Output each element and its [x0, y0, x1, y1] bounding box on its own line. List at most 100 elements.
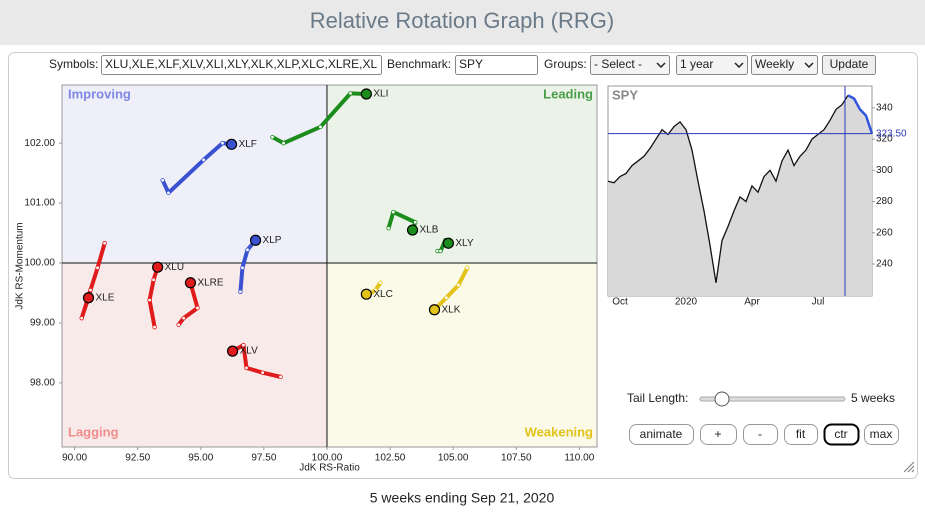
y-tick-label: 280	[876, 196, 893, 207]
current-label: 323.50	[876, 128, 907, 139]
tail-marker	[241, 342, 246, 348]
button-label: fit	[796, 427, 806, 441]
groups-select-text: - Select -	[594, 57, 642, 71]
button-box[interactable]	[864, 424, 899, 445]
y-tick-label: 101.00	[24, 198, 55, 209]
tail-marker	[348, 91, 353, 96]
symbols-label: Symbols:	[49, 57, 98, 71]
controls: Symbols: XLU,XLE,XLF,XLV,XLI,XLY,XLK,XLP,…	[49, 55, 899, 446]
button-box[interactable]	[700, 424, 737, 445]
series-label: XLB	[420, 225, 439, 236]
series-label: XLU	[165, 262, 184, 273]
price-tail	[847, 94, 874, 135]
head-marker	[152, 261, 164, 273]
head-marker	[428, 304, 441, 316]
tail-marker	[465, 265, 470, 270]
groups-select[interactable]: - Select -	[590, 55, 670, 75]
period-select[interactable]: 1 year	[676, 55, 748, 75]
head-marker	[184, 277, 197, 289]
y-tick-label: 340	[876, 102, 893, 113]
button[interactable]: +	[700, 424, 737, 445]
tail-marker	[378, 280, 383, 285]
head-marker	[226, 345, 239, 357]
x-tick-label: 100.00	[312, 453, 343, 464]
tail-marker	[245, 247, 250, 253]
button[interactable]: max	[864, 424, 899, 445]
plot-frame	[61, 84, 598, 448]
series-label: XLK	[441, 304, 460, 315]
tail	[147, 265, 160, 330]
slider-track[interactable]	[699, 396, 846, 402]
footer: 5 weeks ending Sep 21, 2020	[370, 490, 555, 506]
tail-marker	[95, 265, 100, 270]
benchmark-input-text: SPY	[459, 57, 483, 71]
tail-marker	[373, 287, 378, 293]
head-marker	[82, 292, 95, 304]
header-bar	[0, 0, 925, 45]
frequency-select-arrow	[804, 62, 814, 69]
series-label: XLC	[373, 289, 392, 300]
button[interactable]: animate	[629, 424, 694, 445]
button[interactable]: ctr	[823, 423, 860, 446]
tail-length-label: Tail Length:	[627, 391, 688, 405]
slider-knob[interactable]	[714, 391, 730, 407]
y-tick-label: 98.00	[30, 378, 55, 389]
quadrant-label: Lagging	[68, 424, 119, 439]
series-label: XLV	[240, 346, 258, 357]
tail-marker	[166, 190, 171, 196]
y-tick-label: 100.00	[24, 258, 55, 269]
symbols-input-box[interactable]	[101, 55, 382, 75]
update-box[interactable]	[822, 55, 876, 75]
y-tick-label: 260	[876, 227, 893, 238]
benchmark-input-box[interactable]	[455, 55, 538, 75]
series-label: XLRE	[197, 277, 223, 288]
frequency-select-box[interactable]	[751, 55, 818, 75]
tail-marker	[318, 124, 323, 130]
period-select-box[interactable]	[676, 55, 748, 75]
groups-select-box[interactable]	[590, 55, 670, 75]
tail-marker	[176, 322, 181, 327]
tail-marker	[270, 134, 275, 140]
frequency-select[interactable]: Weekly	[751, 55, 818, 75]
update-button[interactable]: Update	[822, 55, 876, 75]
x-tick-label: 90.00	[62, 453, 87, 464]
x-tick-label: 2020	[675, 297, 698, 308]
tail	[176, 280, 200, 327]
button[interactable]: -	[743, 424, 778, 445]
symbols-input[interactable]: XLU,XLE,XLF,XLV,XLI,XLY,XLK,XLP,XLC,XLRE…	[101, 55, 382, 75]
tail-marker	[88, 287, 93, 293]
rrg-chart: Improving Leading Lagging Weakening 90.00 92.…	[15, 84, 598, 474]
head-marker	[360, 288, 372, 300]
tail	[432, 265, 470, 312]
tail-marker	[413, 220, 418, 225]
period-select-arrow	[734, 62, 744, 69]
y-tick-label: 320	[876, 134, 893, 145]
button-box[interactable]	[784, 424, 818, 445]
update-text: Update	[830, 57, 869, 71]
series-label: XLY	[455, 238, 473, 249]
button-label: -	[758, 427, 762, 441]
tail-marker	[79, 315, 84, 321]
quadrant-label: Improving	[68, 86, 131, 101]
button-box[interactable]	[743, 424, 778, 445]
x-tick-label: 102.50	[375, 453, 406, 464]
tail-marker	[238, 289, 243, 294]
x-tick-label: 110.00	[564, 453, 594, 464]
tail-length-value: 5 weeks	[851, 391, 895, 405]
y-tick-label: 99.00	[30, 318, 55, 329]
head-marker	[360, 88, 372, 100]
tail-marker	[151, 277, 156, 282]
button-box[interactable]	[823, 423, 860, 446]
button-box[interactable]	[629, 424, 694, 445]
x-tick-label: Jul	[812, 297, 825, 308]
tail-marker	[220, 140, 225, 146]
quadrant-label: Weakening	[525, 424, 593, 439]
tail-marker	[102, 241, 107, 246]
button[interactable]: fit	[784, 424, 818, 445]
tail-marker	[181, 315, 186, 321]
tail-marker	[456, 282, 461, 288]
series-label: XLI	[373, 89, 388, 100]
groups-label: Groups:	[544, 57, 587, 71]
benchmark-input[interactable]: SPY	[455, 55, 538, 75]
quadrant-label: Leading	[543, 86, 593, 101]
